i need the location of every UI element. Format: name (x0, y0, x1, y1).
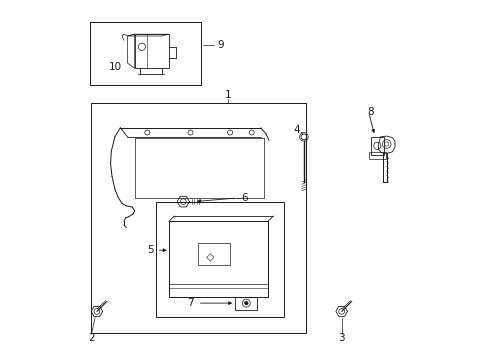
Bar (368, 152, 385, 159)
Bar (156, 202, 284, 317)
Text: 9: 9 (217, 40, 224, 50)
Bar (235, 297, 257, 310)
Bar (197, 243, 230, 265)
Text: 5: 5 (147, 245, 153, 255)
Text: 7: 7 (186, 298, 193, 308)
Bar (168, 221, 267, 297)
Text: 3: 3 (338, 333, 345, 343)
Bar (89, 22, 201, 85)
Circle shape (244, 301, 247, 305)
Text: 4: 4 (293, 125, 300, 135)
Text: 6: 6 (241, 193, 247, 203)
Bar (134, 34, 168, 68)
Text: 1: 1 (224, 90, 231, 100)
Bar (91, 103, 305, 333)
Text: 10: 10 (108, 62, 121, 72)
Bar (370, 137, 384, 155)
Text: 8: 8 (366, 107, 373, 117)
Text: 2: 2 (88, 333, 95, 343)
